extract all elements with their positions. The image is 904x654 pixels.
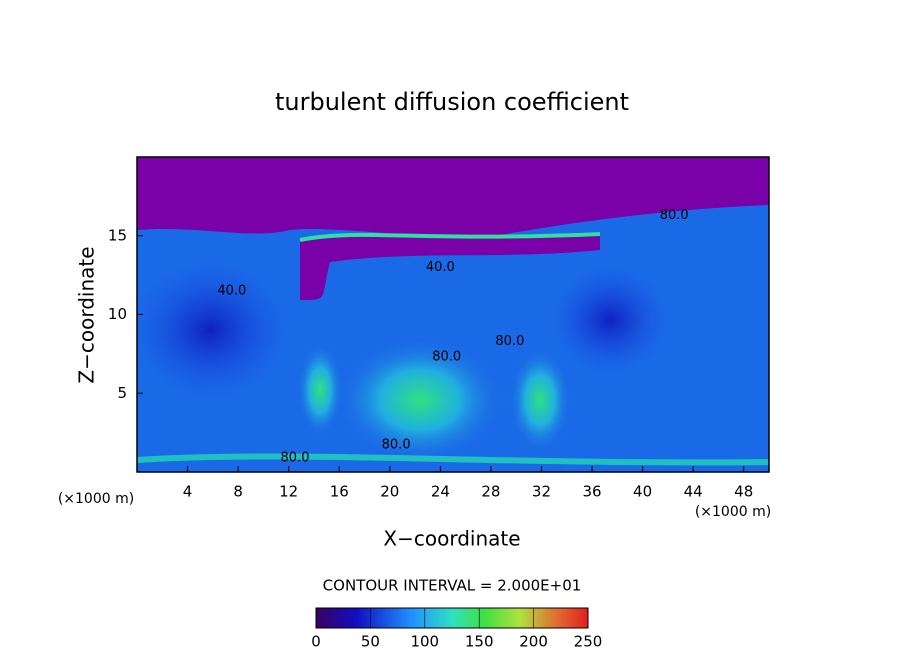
y-tick-label: 10 — [108, 305, 127, 323]
x-tick-label: 4 — [183, 483, 193, 501]
x-tick-label: 40 — [633, 483, 652, 501]
x-tick-label: 28 — [481, 483, 500, 501]
x-tick-label: 48 — [734, 483, 753, 501]
colorbar-tick-label: 250 — [574, 633, 603, 651]
y-tick-label: 5 — [117, 384, 127, 402]
contour-label: 80.0 — [495, 334, 524, 349]
x-tick-label: 32 — [532, 483, 551, 501]
contour-interval: CONTOUR INTERVAL = 2.000E+01 — [323, 577, 582, 595]
x-tick-label: 44 — [684, 483, 703, 501]
x-unit: (×1000 m) — [58, 491, 134, 507]
x-axis-title: X−coordinate — [383, 527, 520, 551]
contour-label: 80.0 — [432, 350, 461, 365]
contour-label: 40.0 — [217, 283, 246, 298]
colorbar-tick-label: 0 — [311, 633, 321, 651]
y-axis-title: Z−coordinate — [75, 246, 99, 383]
colorbar-tick-label: 150 — [465, 633, 494, 651]
contour-label: 40.0 — [426, 260, 455, 275]
colorbar-tick-label: 100 — [410, 633, 439, 651]
x-unit: (×1000 m) — [695, 504, 771, 520]
contour-label: 80.0 — [660, 208, 689, 223]
chart-title: turbulent diffusion coefficient — [275, 88, 629, 116]
x-tick-label: 36 — [582, 483, 601, 501]
field — [137, 157, 769, 472]
colorbar — [315, 607, 589, 629]
x-tick-label: 24 — [431, 483, 450, 501]
y-tick-label: 15 — [108, 226, 127, 244]
x-tick-label: 20 — [380, 483, 399, 501]
x-tick-label: 16 — [330, 483, 349, 501]
contour-label: 80.0 — [281, 450, 310, 465]
colorbar-tick-label: 200 — [519, 633, 548, 651]
x-tick-label: 12 — [279, 483, 298, 501]
colorbar-tick-label: 50 — [361, 633, 380, 651]
x-tick-label: 8 — [233, 483, 243, 501]
contour-label: 80.0 — [382, 438, 411, 453]
